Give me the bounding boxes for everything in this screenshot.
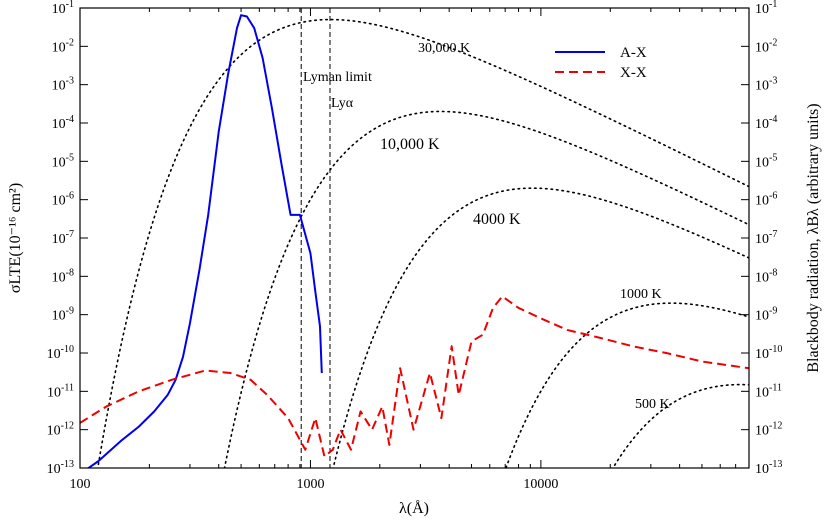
y-tick-label-right: 10-3 bbox=[755, 76, 777, 94]
blackbody-curve-500K bbox=[612, 383, 749, 468]
y-tick-label-left: 10-13 bbox=[47, 459, 74, 477]
y-tick-label-left: 10-10 bbox=[47, 344, 74, 362]
blackbody-curve-1000K bbox=[505, 302, 749, 468]
plot-frame bbox=[79, 7, 750, 469]
series-line-x-x bbox=[80, 295, 749, 458]
lyman-limit-label: Lyman limit bbox=[303, 70, 372, 85]
x-tick-label: 10000 bbox=[523, 477, 558, 492]
y-tick-label-right: 10-6 bbox=[755, 191, 777, 209]
bb-label-500K: 500 K bbox=[635, 397, 670, 412]
y-tick-label-right: 10-1 bbox=[755, 0, 777, 17]
y-tick-label-right: 10-12 bbox=[755, 421, 782, 439]
axis-ticks: 100 1000 10000 10-13 10-13 10-12 10-12 10-11 10-… bbox=[47, 0, 783, 492]
y-tick-label-left: 10-7 bbox=[52, 229, 74, 247]
y-axis-title-left: σLTE(10⁻¹⁶ cm²) bbox=[7, 183, 24, 293]
lyman-alpha-label: Lyα bbox=[331, 96, 354, 111]
legend: A-X X-X bbox=[555, 45, 647, 81]
y-tick-label-left: 10-1 bbox=[52, 0, 74, 17]
blackbody-curves bbox=[96, 18, 749, 468]
bb-label-10000K: 10,000 K bbox=[380, 136, 440, 153]
y-axis-title-right: Blackbody radiation, λBλ (arbitrary unit… bbox=[805, 103, 822, 372]
blackbody-curve-30000K bbox=[96, 18, 749, 468]
x-tick-label: 1000 bbox=[296, 477, 324, 492]
y-tick-label-left: 10-3 bbox=[52, 76, 74, 94]
y-tick-label-right: 10-13 bbox=[755, 459, 782, 477]
y-tick-label-right: 10-7 bbox=[755, 229, 777, 247]
y-tick-label-left: 10-11 bbox=[47, 382, 74, 400]
y-tick-label-right: 10-4 bbox=[755, 114, 777, 132]
legend-label-xx: X-X bbox=[620, 65, 647, 81]
legend-label-ax: A-X bbox=[620, 45, 647, 61]
bb-label-1000K: 1000 K bbox=[620, 287, 662, 302]
y-tick-label-left: 10-5 bbox=[52, 152, 74, 170]
bb-label-30000K: 30,000 K bbox=[418, 41, 470, 56]
series-line-a-x bbox=[86, 14, 323, 468]
y-tick-label-right: 10-9 bbox=[755, 306, 777, 324]
x-tick-label: 100 bbox=[70, 477, 91, 492]
bb-label-4000K: 4000 K bbox=[473, 211, 521, 228]
y-tick-label-left: 10-4 bbox=[52, 114, 74, 132]
y-tick-label-left: 10-8 bbox=[52, 267, 74, 285]
y-tick-label-left: 10-6 bbox=[52, 191, 74, 209]
y-tick-label-left: 10-2 bbox=[52, 37, 74, 55]
y-tick-label-right: 10-11 bbox=[755, 382, 782, 400]
y-tick-label-left: 10-12 bbox=[47, 421, 74, 439]
x-axis-title: λ(Å) bbox=[399, 499, 429, 517]
y-tick-label-right: 10-5 bbox=[755, 152, 777, 170]
blackbody-curve-4000K bbox=[332, 187, 749, 468]
blackbody-curve-10000K bbox=[223, 110, 749, 468]
y-tick-label-right: 10-10 bbox=[755, 344, 782, 362]
data-series bbox=[80, 14, 749, 468]
y-tick-label-right: 10-2 bbox=[755, 37, 777, 55]
y-tick-label-left: 10-9 bbox=[52, 306, 74, 324]
y-tick-label-right: 10-8 bbox=[755, 267, 777, 285]
reference-lines bbox=[300, 8, 331, 468]
